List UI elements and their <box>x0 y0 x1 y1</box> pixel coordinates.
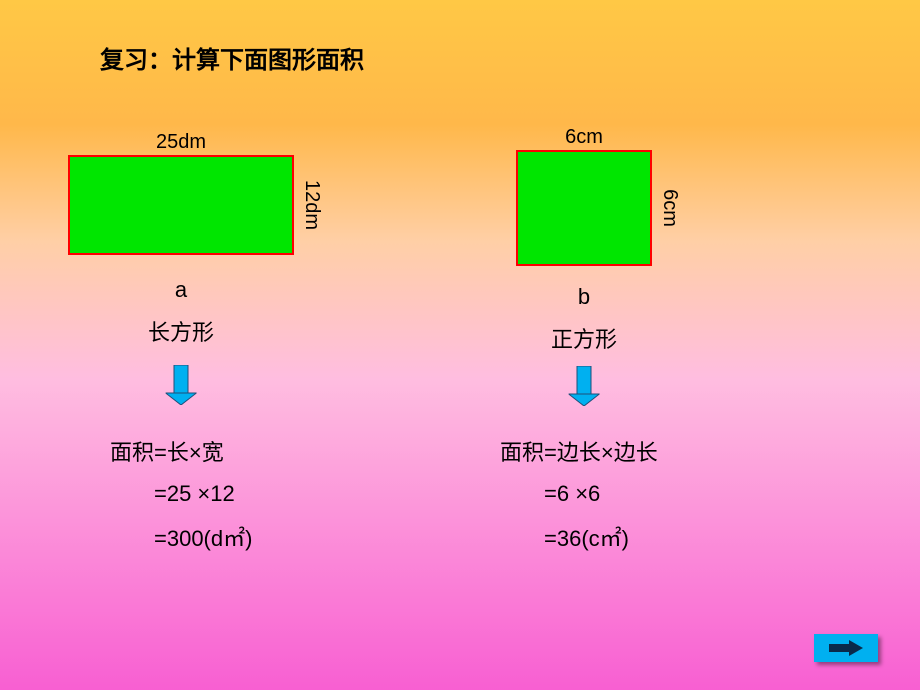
formula-line: =36(c㎡) <box>500 521 658 553</box>
figure-b: 6cm 6cm b 正方形 <box>516 150 652 266</box>
formula-line: =6 ×6 <box>500 481 658 507</box>
dimension-width: 6cm <box>565 126 603 149</box>
formula-b: 面积=边长×边长 =6 ×6 =36(c㎡) <box>500 435 658 567</box>
dimension-height: 6cm <box>658 189 681 227</box>
formula-a: 面积=长×宽 =25 ×12 =300(d㎡) <box>110 435 252 567</box>
formula-line: 面积=长×宽 <box>110 435 252 467</box>
down-arrow-icon <box>166 365 197 410</box>
figure-name: 正方形 <box>551 322 617 354</box>
square-shape <box>516 150 652 266</box>
figure-letter: b <box>578 284 590 310</box>
formula-line: 面积=边长×边长 <box>500 435 658 467</box>
next-button[interactable] <box>814 634 878 662</box>
down-arrow-icon <box>569 366 600 411</box>
formula-line: =300(d㎡) <box>110 521 252 553</box>
slide: 复习：计算下面图形面积 25dm 12dm a 长方形 面积=长×宽 =25 ×1… <box>0 0 920 690</box>
dimension-height: 12dm <box>300 180 323 230</box>
dimension-width: 25dm <box>156 131 206 154</box>
forward-icon <box>829 640 863 656</box>
page-title: 复习：计算下面图形面积 <box>100 40 364 75</box>
figure-name: 长方形 <box>148 315 214 347</box>
rectangle-shape <box>68 155 294 255</box>
formula-line: =25 ×12 <box>110 481 252 507</box>
figure-a: 25dm 12dm a 长方形 <box>68 155 294 255</box>
figure-letter: a <box>175 277 187 303</box>
title-text: 复习：计算下面图形面积 <box>100 47 364 74</box>
